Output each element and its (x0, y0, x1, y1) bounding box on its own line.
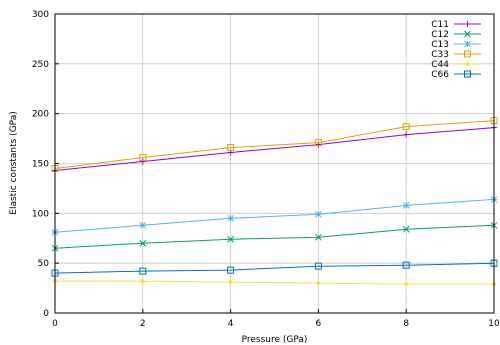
data-point-c12 (139, 239, 147, 247)
y-tick-label: 100 (32, 209, 49, 219)
legend-label-c12: C12 (431, 30, 449, 40)
y-tick-label: 0 (43, 309, 49, 319)
series-line-c33 (54, 120, 495, 169)
legend-label-c33: C33 (431, 50, 449, 60)
series-line-c66 (54, 262, 495, 274)
x-axis-title: Pressure (GPa) (242, 335, 308, 345)
data-point-c33 (314, 139, 322, 147)
legend-marker-c12 (464, 30, 471, 38)
data-point-c44 (404, 282, 409, 287)
series-layer (51, 117, 498, 287)
legend-marker-c44 (465, 62, 470, 66)
series-line-c44 (55, 280, 494, 285)
data-point-c11 (403, 131, 410, 138)
series-line-c13 (54, 198, 495, 233)
x-tick-label: 6 (316, 319, 322, 329)
legend-marker-c33 (464, 50, 471, 58)
data-point-c13 (402, 202, 410, 209)
y-axis-title: Elastic constants (GPa) (9, 111, 19, 214)
data-point-c33 (402, 123, 410, 131)
legend-marker-c66 (464, 70, 471, 78)
data-point-c33 (227, 144, 235, 152)
y-tick-label: 250 (32, 60, 49, 70)
legend-label-c13: C13 (431, 40, 449, 50)
data-point-c12 (227, 235, 234, 243)
x-tick-label: 4 (228, 319, 234, 329)
data-point-c66 (314, 262, 322, 270)
data-point-c12 (315, 233, 322, 241)
y-tick-label: 200 (32, 110, 49, 120)
legend-label-c66: C66 (431, 70, 449, 80)
data-point-c11 (139, 158, 146, 165)
x-tick-label: 2 (140, 319, 146, 329)
series-line-c12 (54, 224, 495, 249)
data-point-c13 (227, 214, 234, 222)
data-point-c66 (227, 266, 235, 274)
legend-label-c11: C11 (431, 20, 449, 30)
legend-label-c44: C44 (431, 60, 449, 70)
x-axis: 0 2 4 6 8 10 (52, 309, 500, 329)
y-tick-label: 300 (32, 10, 49, 20)
y-axis: 0 50 100 150 200 250 300 (32, 10, 59, 319)
data-point-c13 (139, 221, 147, 229)
data-point-c33 (139, 154, 147, 162)
data-point-c44 (228, 280, 233, 285)
data-point-c44 (140, 279, 145, 284)
x-tick-label: 10 (488, 319, 500, 329)
series-line-c11 (54, 127, 495, 171)
data-point-c66 (402, 261, 410, 269)
legend-marker-c11 (464, 21, 471, 27)
legend-marker-c13 (464, 40, 471, 48)
y-tick-label: 150 (32, 160, 49, 170)
x-tick-label: 8 (403, 319, 409, 329)
data-point-c44 (316, 281, 321, 286)
data-point-c13 (315, 210, 322, 218)
data-point-c12 (402, 225, 410, 233)
y-tick-label: 50 (38, 259, 50, 269)
x-tick-label: 0 (52, 319, 58, 329)
data-point-c66 (139, 267, 147, 275)
